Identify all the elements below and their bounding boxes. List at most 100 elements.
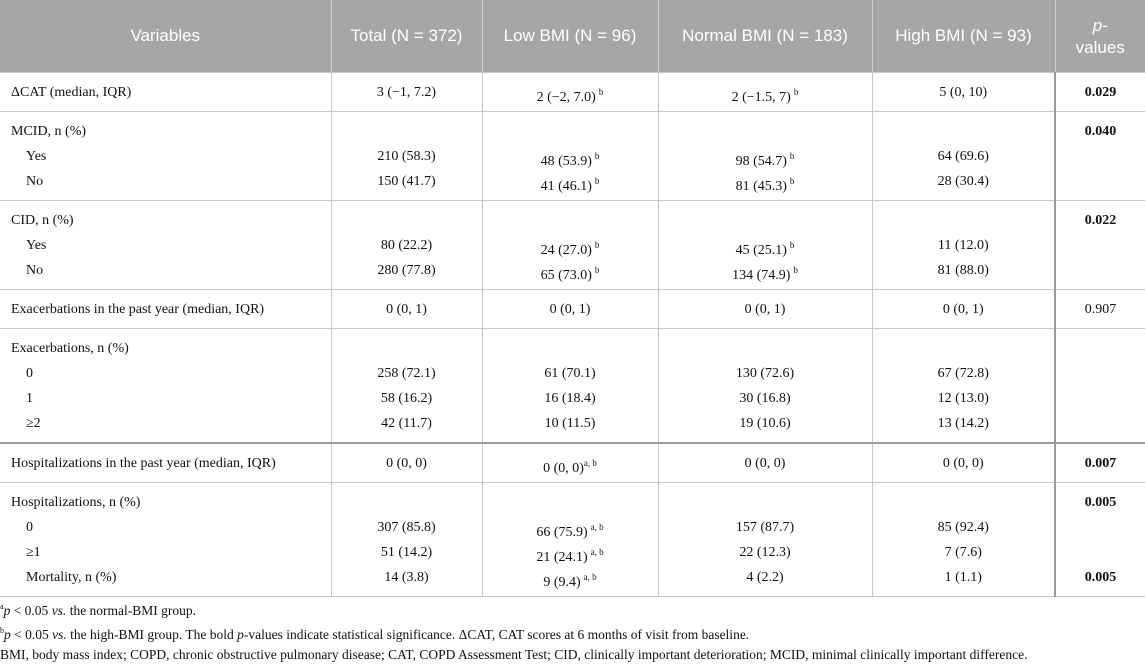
cell-high: 1 (1.1) xyxy=(944,570,982,585)
footnote-text: -values indicate statistical significanc… xyxy=(243,627,750,642)
footnote-text: the high-BMI group. The bold xyxy=(66,627,238,642)
row-label: MCID, n (%) xyxy=(11,124,87,139)
row-sublabel: 1 xyxy=(26,391,33,406)
cell-total: 150 (41.7) xyxy=(377,174,436,189)
cell-high: 64 (69.6) xyxy=(937,149,989,164)
cell-normal: 2 (−1.5, 7) b xyxy=(669,73,862,111)
row-sublabel: ≥2 xyxy=(26,416,41,431)
cell-normal: 98 (54.7) b xyxy=(669,144,862,169)
footnote-marker: b xyxy=(598,87,604,97)
footnote-marker: b xyxy=(594,151,600,161)
cell-high: 67 (72.8) xyxy=(937,366,989,381)
footnote-p: p xyxy=(3,603,11,618)
footnote-marker: b xyxy=(793,265,798,275)
cell-normal: 4 (2.2) xyxy=(746,570,784,585)
cell-low: 41 (46.1) b xyxy=(493,169,648,200)
table-row-mcid: MCID, n (%) Yes No 210 (58.3) 150 (41.7)… xyxy=(0,111,1145,201)
cell-low: 9 (9.4) a, b xyxy=(493,565,648,596)
footnote-marker: b xyxy=(793,87,799,97)
cell-low: 24 (27.0) b xyxy=(493,233,648,258)
cell-total: 58 (16.2) xyxy=(380,391,433,406)
footnote-a-marker: a xyxy=(0,602,4,611)
header-high-bmi: High BMI (N = 93) xyxy=(872,0,1056,73)
row-sublabel: No xyxy=(26,174,44,189)
header-p-line2: values xyxy=(1075,38,1125,57)
cell-high: 81 (88.0) xyxy=(937,263,989,278)
cell-normal: 0 (0, 1) xyxy=(744,302,786,317)
cell-value: 2 (−2, 7.0) xyxy=(536,90,596,105)
footnote-p: p xyxy=(4,627,11,642)
cell-p-value: 0.022 xyxy=(1084,213,1117,228)
footnote-marker: b xyxy=(594,240,600,250)
cell-value: 45 (25.1) xyxy=(735,243,787,258)
footnote-vs: vs. xyxy=(52,627,67,642)
cell-total: 210 (58.3) xyxy=(377,149,436,164)
cell-low: 48 (53.9) b xyxy=(493,144,648,169)
cell-high: 11 (12.0) xyxy=(937,238,989,253)
cell-value: 21 (24.1) xyxy=(536,550,588,565)
table-header: Variables Total (N = 372) Low BMI (N = 9… xyxy=(0,0,1145,73)
footnote-marker: b xyxy=(594,265,600,275)
cell-value: 2 (−1.5, 7) xyxy=(731,90,791,105)
header-variables: Variables xyxy=(0,0,332,73)
cell-value: 24 (27.0) xyxy=(540,243,592,258)
cell-high: 0 (0, 0) xyxy=(942,456,984,471)
cell-low: 66 (75.9) a, b xyxy=(493,515,648,540)
footnote-p: p xyxy=(237,627,244,642)
row-sublabel: 0 xyxy=(26,366,33,381)
cell-high: 5 (0, 10) xyxy=(939,85,988,100)
cell-normal: 134 (74.9) b xyxy=(669,258,862,289)
header-normal-bmi: Normal BMI (N = 183) xyxy=(658,0,873,73)
footnote-b: bp < 0.05 vs. the high-BMI group. The bo… xyxy=(0,621,1145,645)
footnote-marker: b xyxy=(789,176,795,186)
cell-total: 258 (72.1) xyxy=(377,366,436,381)
cell-low: 0 (0, 1) xyxy=(549,302,591,317)
header-low-bmi: Low BMI (N = 96) xyxy=(482,0,659,73)
cell-low: 21 (24.1) a, b xyxy=(493,540,648,565)
footnote-abbreviations: BMI, body mass index; COPD, chronic obst… xyxy=(0,647,1028,662)
row-sublabel: Yes xyxy=(26,149,47,164)
cell-high: 85 (92.4) xyxy=(937,520,989,535)
table-row-delta-cat: ΔCAT (median, IQR) 3 (−1, 7.2) 2 (−2, 7.… xyxy=(0,72,1145,112)
table-footnotes: ap < 0.05 vs. the normal-BMI group. bp <… xyxy=(0,597,1145,665)
cell-value: 66 (75.9) xyxy=(536,525,588,540)
cell-p-value: 0.029 xyxy=(1084,85,1117,100)
row-sublabel: 0 xyxy=(26,520,33,535)
row-label: Exacerbations in the past year (median, … xyxy=(11,302,265,317)
cell-value: 65 (73.0) xyxy=(540,268,592,283)
cell-normal: 81 (45.3) b xyxy=(669,169,862,200)
cell-high: 28 (30.4) xyxy=(937,174,989,189)
table-row-hospitalizations: Hospitalizations, n (%) 0 ≥1 Mortality, … xyxy=(0,482,1145,597)
cell-p-value: 0.040 xyxy=(1084,124,1117,139)
cell-value: 48 (53.9) xyxy=(540,154,592,169)
footnote-marker: b xyxy=(594,176,600,186)
cell-total: 51 (14.2) xyxy=(380,545,433,560)
cell-p-value: 0.907 xyxy=(1084,302,1117,317)
table-row-cid: CID, n (%) Yes No 80 (22.2) 280 (77.8) 2… xyxy=(0,200,1145,290)
footnote-marker: a, b xyxy=(583,458,597,468)
cell-value: 0 (0, 0) xyxy=(543,461,584,476)
header-p-values: p- values xyxy=(1055,0,1145,73)
table-row-exacerbations-past-year: Exacerbations in the past year (median, … xyxy=(0,289,1145,329)
cell-value: 41 (46.1) xyxy=(540,179,592,194)
results-table: Variables Total (N = 372) Low BMI (N = 9… xyxy=(0,0,1145,597)
footnote-marker: b xyxy=(789,240,795,250)
row-sublabel: ≥1 xyxy=(26,545,41,560)
row-label: CID, n (%) xyxy=(11,213,74,228)
cell-low: 2 (−2, 7.0) b xyxy=(493,73,648,111)
row-sublabel: Yes xyxy=(26,238,47,253)
cell-total: 280 (77.8) xyxy=(377,263,436,278)
cell-total: 3 (−1, 7.2) xyxy=(376,85,437,100)
cell-high: 7 (7.6) xyxy=(944,545,982,560)
cell-total: 80 (22.2) xyxy=(380,238,433,253)
cell-high: 0 (0, 1) xyxy=(942,302,984,317)
footnote-vs: vs. xyxy=(51,603,67,618)
cell-low: 65 (73.0) b xyxy=(493,258,648,289)
cell-value: 98 (54.7) xyxy=(735,154,787,169)
cell-low: 10 (11.5) xyxy=(544,416,596,431)
cell-total: 14 (3.8) xyxy=(384,570,429,585)
cell-normal: 19 (10.6) xyxy=(739,416,791,431)
cell-p-value: 0.007 xyxy=(1084,456,1117,471)
table-row-hospitalizations-past-year: Hospitalizations in the past year (media… xyxy=(0,442,1145,483)
row-label: Hospitalizations, n (%) xyxy=(11,495,141,510)
